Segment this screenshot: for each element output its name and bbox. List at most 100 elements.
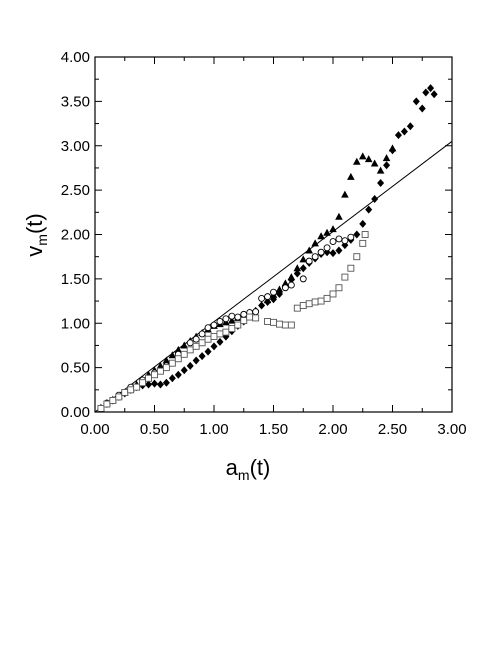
diamond-point [406,122,414,131]
triangle-point [353,157,361,165]
diamond-point [365,205,373,214]
diamond-point [293,269,301,278]
diamond-point [383,161,391,170]
diamond-point [353,230,361,239]
diamond-point [168,374,176,383]
diamond-point [198,352,206,361]
x-axis-label-tail: (t) [250,455,271,480]
square-point [240,317,248,325]
square-point [361,231,369,238]
series-1 [97,84,438,413]
x-tick-label: 2.50 [378,421,407,438]
circle-point [222,315,230,323]
diamond-point [156,380,164,389]
square-point [287,321,295,329]
circle-point [305,257,313,265]
diamond-point [174,370,182,379]
square-point [210,333,218,341]
square-point [168,359,176,367]
square-point [353,253,361,261]
triangle-point [168,351,177,359]
triangle-point [376,166,385,174]
square-point [359,239,367,247]
square-point [305,300,313,308]
triangle-point [364,155,373,163]
circle-point [341,237,349,245]
diamond-point [186,361,194,370]
y-axis-label: vm(t) [22,213,50,256]
diamond-point [377,179,385,188]
circle-point [317,248,325,256]
circle-point [204,324,212,332]
x-tick-label: 3.00 [437,421,466,438]
series-4 [97,231,369,412]
circle-point [186,339,194,347]
diamond-point [412,97,420,106]
diamond-point [427,84,435,93]
square-point [299,302,307,309]
axis-ticks [94,56,453,413]
y-axis-label-main: v [22,246,47,257]
circle-point [270,288,277,296]
diamond-point [329,249,337,258]
circle-point [311,253,319,261]
x-axis-label-sub: m [238,467,250,483]
square-point [156,367,164,375]
triangle-point [174,345,183,353]
x-tick-label: 1.00 [199,421,228,438]
square-point [180,350,188,358]
y-axis-label-sub: m [34,234,50,246]
diamond-point [258,301,266,310]
y-tick-label: 1.50 [61,271,90,288]
diamond-point [400,127,408,136]
x-tick-label: 1.50 [259,421,288,438]
circle-point [299,275,307,283]
triangle-point [382,154,391,162]
diamond-point [430,90,438,99]
square-point [222,328,230,336]
triangle-point [323,228,331,236]
square-point [97,405,105,412]
square-point [347,264,355,272]
diamond-point [192,356,200,365]
square-point [311,298,319,306]
circle-point [252,308,260,316]
square-point [228,325,236,333]
triangle-point [358,152,367,160]
circle-point [323,244,331,252]
square-point [335,284,343,292]
triangle-point [156,361,165,369]
circle-point [216,318,224,325]
circle-point [240,310,248,318]
diamond-point [422,88,430,97]
diamond-point [204,347,212,356]
square-point [109,397,117,404]
square-point [186,346,194,354]
y-axis-label-tail: (t) [22,213,47,234]
data-points [97,84,438,413]
square-point [139,379,147,387]
square-point [276,320,283,328]
diamond-point [151,379,158,388]
series-2 [97,144,397,411]
square-point [329,290,337,298]
diamond-point [335,246,343,255]
square-point [133,383,141,391]
circle-point [287,281,295,289]
triangle-point [347,172,355,180]
triangle-point [299,255,308,263]
x-axis-label: am(t) [226,455,271,483]
y-tick-label: 0.00 [61,404,90,421]
triangle-point [275,285,284,293]
square-point [103,400,111,408]
circle-point [335,235,343,243]
triangle-point [305,246,313,254]
square-point [252,314,260,322]
x-tick-label: 0.50 [140,421,169,438]
square-point [317,297,325,305]
circle-point [210,321,218,329]
diamond-point [162,378,170,387]
square-point [204,335,212,343]
plot-frame [94,56,453,413]
square-point [192,342,200,350]
